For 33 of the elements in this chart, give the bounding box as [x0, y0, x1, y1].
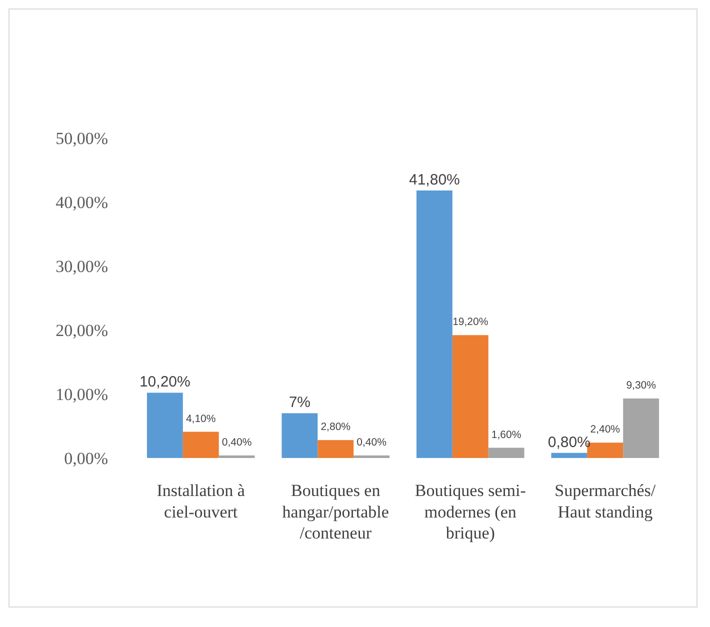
y-tick-label: 10,00%	[56, 384, 108, 404]
bar	[416, 190, 452, 458]
data-label: 0,40%	[356, 436, 386, 448]
bar	[354, 455, 390, 458]
data-label: 2,40%	[590, 424, 620, 436]
bar	[452, 335, 488, 458]
data-label: 2,80%	[320, 421, 351, 434]
y-tick-label: 40,00%	[56, 192, 108, 212]
bar	[218, 455, 255, 458]
bar	[146, 392, 183, 458]
data-label: 10,20%	[139, 374, 190, 391]
y-tick-label: 20,00%	[56, 320, 108, 340]
data-label: 9,30%	[626, 379, 656, 392]
bar	[318, 440, 354, 458]
data-label: 0,40%	[222, 436, 252, 448]
x-tick-label: Supermarchés/ Haut standing	[554, 481, 656, 522]
y-tick-label: 50,00%	[56, 128, 108, 148]
bar	[551, 452, 588, 458]
x-tick-label: Boutiques semi-modernes (en brique)	[414, 481, 526, 542]
data-label: 19,20%	[452, 316, 488, 328]
x-tick-label: Installation à ciel-ouvert	[156, 481, 246, 522]
bar	[182, 432, 219, 458]
data-label: 0,80%	[548, 434, 590, 451]
bar	[282, 413, 318, 458]
data-label: 4,10%	[186, 412, 216, 425]
x-tick-label: Boutiques en hangar/portable /conteneur	[282, 481, 389, 542]
y-tick-label: 30,00%	[56, 256, 108, 276]
data-label: 7%	[288, 394, 311, 412]
data-label: 41,80%	[409, 171, 460, 188]
y-tick-label: 0,00%	[64, 448, 108, 468]
bar	[488, 448, 524, 458]
bar	[623, 398, 660, 458]
data-label: 1,60%	[491, 428, 522, 441]
